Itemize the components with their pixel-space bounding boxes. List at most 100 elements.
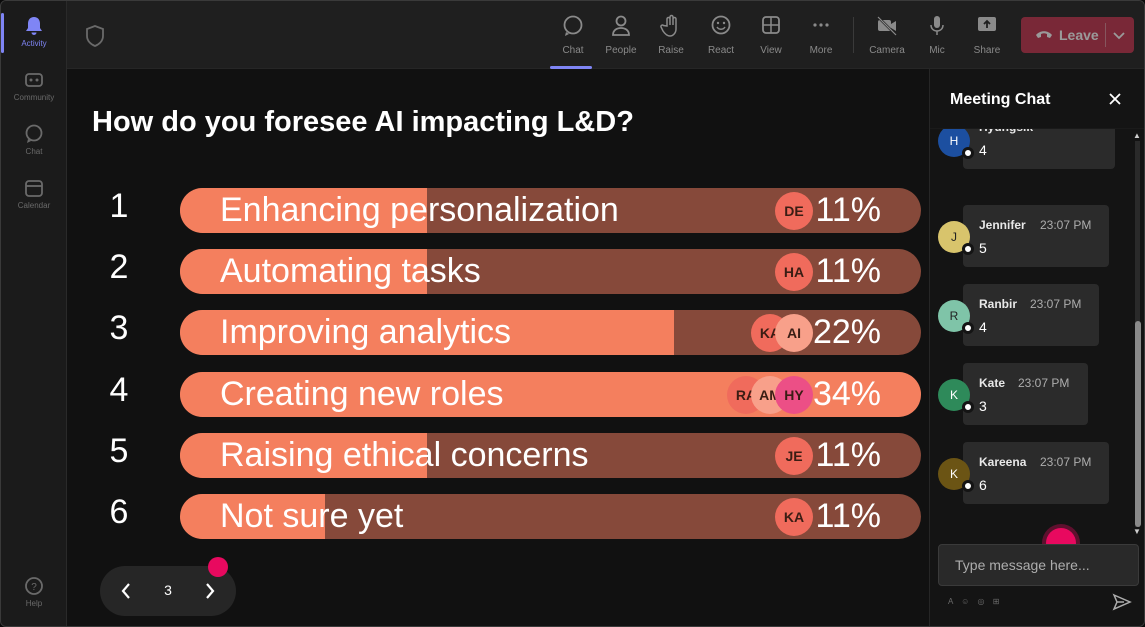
rail-label: Activity <box>21 39 47 48</box>
leave-label: Leave <box>1059 27 1099 43</box>
camera-button[interactable]: Camera <box>864 11 910 61</box>
poll-option-bar[interactable]: Improving analytics KA AI 22% <box>180 310 921 355</box>
rail-item-activity[interactable]: Activity <box>1 9 67 61</box>
hang-up-icon <box>1036 31 1052 38</box>
mic-label: Mic <box>929 45 945 56</box>
option-number: 4 <box>109 371 129 409</box>
option-number: 6 <box>109 493 129 531</box>
poll-option-percent: 34% <box>812 375 881 413</box>
chevron-right-icon[interactable] <box>201 581 219 601</box>
chat-scrollbar[interactable]: ▲ ▼ <box>1131 131 1144 537</box>
poll-option-label: Enhancing personalization <box>220 191 619 229</box>
rail-item-chat[interactable]: Chat <box>1 117 67 169</box>
option-number: 1 <box>109 187 129 225</box>
poll-option-label: Automating tasks <box>220 252 481 290</box>
message-bubble: Kate 23:07 PM 3 <box>963 363 1088 425</box>
presence-status-icon <box>962 147 974 159</box>
presence-status-icon <box>962 480 974 492</box>
poll-option-bar[interactable]: Enhancing personalization DE 11% <box>180 188 921 233</box>
voter-avatar: HA <box>775 253 813 291</box>
scroll-thumb[interactable] <box>1135 321 1141 527</box>
chevron-down-icon[interactable] <box>1112 28 1126 42</box>
presence-status-icon <box>962 401 974 413</box>
react-label: React <box>707 45 735 56</box>
chat-label: Chat <box>562 45 584 56</box>
poll-option-bar[interactable]: Creating new roles RA AM HY 34% <box>180 372 921 417</box>
camera-off-icon <box>877 16 897 36</box>
poll-option-fill <box>180 433 427 478</box>
share-label: Share <box>973 45 1001 56</box>
scroll-down-icon[interactable]: ▼ <box>1133 527 1141 536</box>
people-icon <box>612 15 630 36</box>
more-label: More <box>809 45 833 56</box>
chat-title: Meeting Chat <box>950 91 1051 108</box>
svg-text:?: ? <box>31 582 37 593</box>
help-icon: ? <box>25 577 43 595</box>
mic-icon <box>930 16 944 35</box>
mic-button[interactable]: Mic <box>914 11 960 61</box>
more-button[interactable]: More <box>798 11 844 61</box>
chat-button[interactable]: Chat <box>550 11 596 69</box>
community-icon <box>25 73 43 87</box>
cursor-marker <box>208 557 228 577</box>
rail-item-help[interactable]: ? Help <box>1 569 67 621</box>
poll-option-bar[interactable]: Automating tasks HA 11% <box>180 249 921 294</box>
chat-header: Meeting Chat <box>930 69 1144 129</box>
poll-option-fill <box>180 249 427 294</box>
poll-option-label: Not sure yet <box>220 497 404 535</box>
message-text: 5 <box>979 240 987 256</box>
share-button[interactable]: Share <box>964 11 1010 61</box>
meeting-toolbar: Chat People Raise React View More Camera <box>67 1 1144 69</box>
poll-option-bar[interactable]: Raising ethical concerns JE 11% <box>180 433 921 478</box>
camera-label: Camera <box>869 45 905 56</box>
message-bubble: Kareena 23:07 PM 6 <box>963 442 1109 504</box>
option-number: 2 <box>109 248 129 286</box>
calendar-icon <box>25 180 43 197</box>
smiley-icon <box>711 15 731 35</box>
message-bubble: Jennifer 23:07 PM 5 <box>963 205 1109 267</box>
message-time: 23:07 PM <box>1018 376 1070 390</box>
rail-label: Help <box>25 599 43 608</box>
people-button[interactable]: People <box>598 11 644 61</box>
format-toolbar-icons[interactable]: A ☺ ◎ ⊞ <box>948 597 1003 606</box>
presence-status-icon <box>962 322 974 334</box>
poll-option-bar[interactable]: Not sure yet KA 11% <box>180 494 921 539</box>
voter-avatar: AI <box>775 314 813 352</box>
chevron-left-icon[interactable] <box>117 581 135 601</box>
poll-option-percent: 11% <box>815 252 881 290</box>
voter-avatar: HY <box>775 376 813 414</box>
grid-icon <box>762 16 780 34</box>
rail-label: Chat <box>25 147 43 156</box>
app-rail: Activity Community Chat Calendar ? Help <box>1 1 67 626</box>
send-icon[interactable] <box>1112 593 1132 611</box>
leave-divider <box>1105 23 1106 47</box>
raise-hand-button[interactable]: Raise <box>648 11 694 61</box>
sender-name: Ranbir <box>979 297 1018 311</box>
more-icon <box>813 23 829 27</box>
react-button[interactable]: React <box>698 11 744 61</box>
view-button[interactable]: View <box>748 11 794 61</box>
rail-item-community[interactable]: Community <box>1 63 67 115</box>
voter-avatar: JE <box>775 437 813 475</box>
poll-option-percent: 11% <box>815 436 881 474</box>
view-label: View <box>760 45 782 56</box>
raise-label: Raise <box>658 45 684 56</box>
people-label: People <box>605 45 637 56</box>
scroll-up-icon[interactable]: ▲ <box>1133 131 1141 140</box>
leave-button[interactable]: Leave <box>1021 17 1134 53</box>
rail-item-calendar[interactable]: Calendar <box>1 171 67 223</box>
page-number: 3 <box>164 582 172 598</box>
sender-name: Kareena <box>979 455 1027 469</box>
poll-option-fill <box>180 188 427 233</box>
poll-option-label: Improving analytics <box>220 313 512 351</box>
voter-avatar: KA <box>775 498 813 536</box>
message-text: 3 <box>979 398 987 414</box>
meeting-chat-panel: Hyungsik23:07 PM4HJennifer23:07 PM5JRanb… <box>929 69 1144 626</box>
bell-icon <box>26 17 42 35</box>
poll-option-fill <box>180 494 325 539</box>
message-text: 6 <box>979 477 987 493</box>
poll-option-percent: 11% <box>815 497 881 535</box>
close-icon[interactable] <box>1105 89 1125 109</box>
chat-message-input[interactable] <box>938 544 1139 586</box>
poll-question: How do you foresee AI impacting L&D? <box>92 106 634 138</box>
